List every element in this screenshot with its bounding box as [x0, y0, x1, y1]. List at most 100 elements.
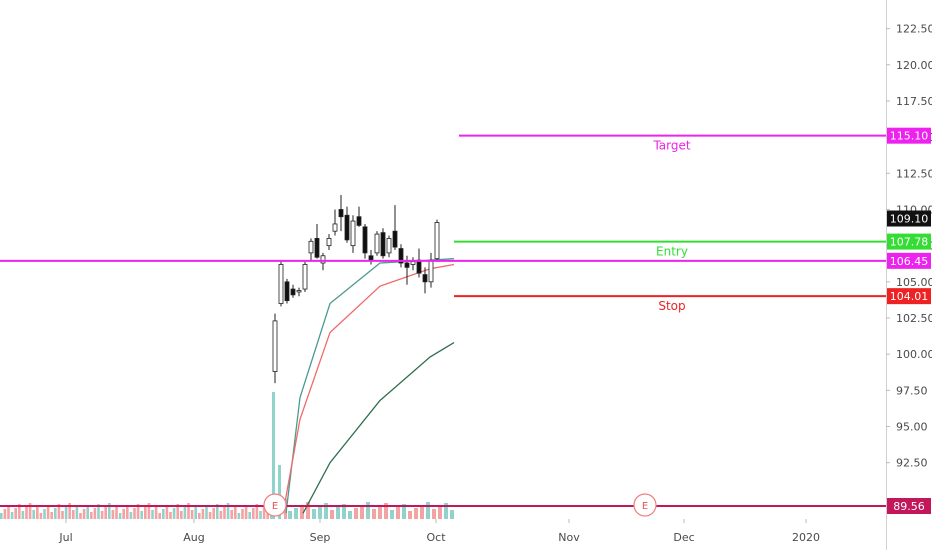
candle-body[interactable]: [278, 264, 284, 304]
price-tick-label: 122.50: [896, 23, 932, 36]
volume-bar: [306, 502, 310, 519]
volume-bar: [201, 509, 205, 519]
volume-bar: [72, 510, 75, 519]
earnings-marker-label: E: [642, 501, 648, 512]
volume-bar: [176, 504, 179, 519]
volume-bar: [272, 392, 275, 519]
candle-body[interactable]: [290, 288, 296, 296]
volume-bar: [450, 510, 454, 519]
time-tick-label: Aug: [183, 531, 204, 544]
candle-body[interactable]: [404, 262, 410, 268]
candle-body[interactable]: [434, 222, 440, 260]
volume-bar: [25, 507, 28, 519]
earnings-marker[interactable]: E: [633, 493, 657, 517]
volume-bar: [378, 506, 382, 519]
volume-bar: [165, 505, 169, 519]
baseline-tag-text: 89.56: [893, 500, 925, 513]
candle-body[interactable]: [308, 240, 314, 254]
volume-bar: [36, 506, 39, 519]
candlesticks[interactable]: [272, 195, 440, 384]
candle-body[interactable]: [362, 226, 368, 254]
earnings-marker-circle: [633, 493, 657, 517]
volume-bar: [183, 507, 187, 519]
candle-body[interactable]: [344, 214, 350, 241]
price-tick-label: 112.50: [896, 167, 932, 180]
earnings-marker-circle: [263, 493, 287, 517]
volume-bar: [68, 503, 71, 519]
candle-body[interactable]: [422, 274, 428, 283]
volume-bar: [46, 505, 50, 519]
candle-body[interactable]: [272, 320, 278, 372]
volume-bar: [75, 506, 79, 519]
volume-bar: [180, 511, 183, 519]
moving-average-line: [282, 263, 455, 514]
volume-bar: [86, 505, 89, 519]
moving-average-line: [302, 342, 455, 514]
volume-bar: [248, 512, 251, 519]
volume-bar: [97, 504, 100, 519]
horizontal-line-tag: [887, 252, 931, 269]
time-axis[interactable]: Jul Aug Sep Oct Nov Dec 2020: [58, 519, 820, 544]
earnings-marker[interactable]: E: [263, 493, 287, 517]
volume-bar: [348, 511, 352, 519]
candle-body[interactable]: [332, 223, 338, 232]
volume-bar: [252, 508, 255, 519]
price-tick-label: 117.50: [896, 95, 932, 108]
volume-bar: [10, 512, 14, 519]
volume-bar: [79, 513, 82, 519]
volume-bar: [169, 512, 172, 519]
volume-bar: [0, 513, 3, 519]
volume-bar: [432, 509, 436, 519]
volume-bar: [136, 504, 140, 519]
volume-bar: [190, 510, 194, 519]
volume-bar: [194, 506, 197, 519]
volume-bar: [278, 465, 281, 519]
candle-body[interactable]: [320, 255, 326, 264]
candle-body[interactable]: [356, 216, 362, 226]
price-tick-label: 102.50: [896, 312, 932, 325]
volume-bars: [0, 392, 454, 519]
candle-body[interactable]: [284, 281, 290, 302]
candle-body[interactable]: [368, 255, 374, 261]
volume-bar: [366, 502, 370, 519]
volume-bar: [324, 503, 328, 519]
candle-body[interactable]: [338, 209, 344, 218]
volume-bar: [402, 504, 406, 519]
candle-body[interactable]: [380, 232, 386, 257]
volume-bar: [54, 508, 57, 519]
volume-bar: [154, 506, 158, 519]
volume-bar: [259, 511, 262, 519]
candle-body[interactable]: [410, 261, 416, 265]
candle-body[interactable]: [350, 220, 356, 247]
candle-body[interactable]: [392, 230, 398, 248]
volume-bar: [158, 513, 161, 519]
volume-bar: [187, 503, 190, 519]
candle-body[interactable]: [398, 248, 404, 264]
earnings-marker-label: E: [272, 501, 278, 512]
volume-bar: [336, 507, 340, 519]
volume-bar: [140, 511, 143, 519]
candle-body[interactable]: [374, 233, 380, 254]
last-price-tag: [887, 210, 931, 227]
trade-levels[interactable]: Target Entry Stop: [0, 134, 886, 507]
volume-bar: [205, 505, 208, 519]
volume-bar: [82, 509, 86, 519]
candle-body[interactable]: [296, 290, 302, 293]
last-price-tag-text: 109.10: [890, 212, 929, 225]
candle-body[interactable]: [428, 259, 434, 283]
candle-body[interactable]: [416, 259, 422, 274]
volume-bar: [100, 511, 104, 519]
candle-body[interactable]: [386, 238, 392, 254]
volume-bar: [18, 504, 21, 519]
volume-bar: [198, 513, 201, 519]
candle-body[interactable]: [326, 238, 332, 247]
volume-bar: [28, 503, 32, 519]
candle-body[interactable]: [302, 264, 308, 290]
price-tick-label: 97.50: [896, 384, 928, 397]
volume-bar: [342, 504, 346, 519]
candle-body[interactable]: [314, 238, 320, 258]
entry-tag: [887, 233, 931, 250]
